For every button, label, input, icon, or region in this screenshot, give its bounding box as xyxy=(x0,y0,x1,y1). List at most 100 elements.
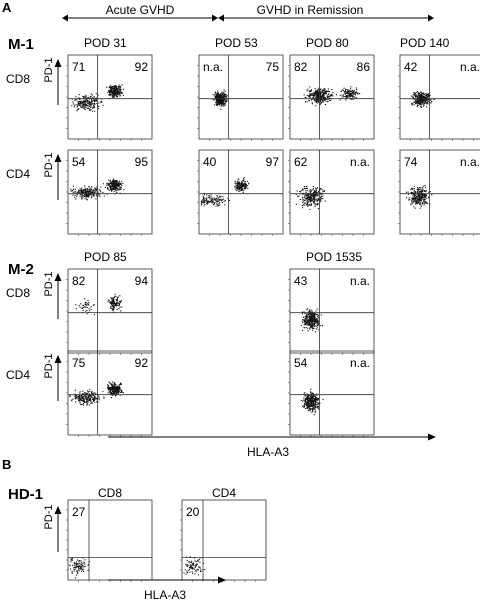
event-dot xyxy=(419,207,421,209)
event-dot xyxy=(80,566,82,568)
event-dot xyxy=(427,102,429,104)
event-dot xyxy=(82,396,84,398)
event-dot xyxy=(116,92,118,94)
event-dot xyxy=(81,564,83,566)
event-dot xyxy=(418,188,420,190)
event-dot xyxy=(93,392,95,394)
event-dot xyxy=(120,188,122,190)
event-dot xyxy=(96,401,98,403)
event-dot xyxy=(104,186,106,188)
event-dot xyxy=(112,386,114,388)
event-dot xyxy=(310,398,312,400)
event-dot xyxy=(426,96,428,98)
event-dot xyxy=(82,399,84,401)
event-dot xyxy=(417,200,419,202)
event-dot xyxy=(109,90,111,92)
event-dot xyxy=(117,387,119,389)
event-dot xyxy=(240,183,242,185)
event-dot xyxy=(112,180,114,182)
event-dot xyxy=(221,105,223,107)
event-dot xyxy=(322,101,324,103)
event-dot xyxy=(410,188,412,190)
event-dot xyxy=(224,101,226,103)
event-dot xyxy=(303,316,305,318)
timeline: Acute GVHD GVHD in Remission xyxy=(62,3,434,22)
event-dot xyxy=(118,387,120,389)
event-dot xyxy=(327,97,329,99)
event-dot xyxy=(111,186,113,188)
event-dot xyxy=(350,96,352,98)
event-dot xyxy=(295,193,297,195)
event-dot xyxy=(114,89,116,91)
event-dot xyxy=(425,202,427,204)
event-dot xyxy=(242,191,244,193)
event-dot xyxy=(317,406,319,408)
event-dot xyxy=(117,87,119,89)
event-dot xyxy=(239,186,241,188)
event-dot xyxy=(310,400,312,402)
event-dot xyxy=(102,104,104,106)
event-dot xyxy=(304,198,306,200)
event-dot xyxy=(80,194,82,196)
quadrant-percent-right: 92 xyxy=(135,60,149,74)
event-dot xyxy=(85,310,87,312)
event-dot xyxy=(109,90,111,92)
flow-plot: 54 n.a. xyxy=(288,350,375,437)
event-dot xyxy=(116,182,118,184)
event-dot xyxy=(420,199,422,201)
event-dot xyxy=(415,95,417,97)
event-dot xyxy=(113,178,115,180)
event-dot xyxy=(94,397,96,399)
event-dot xyxy=(114,303,116,305)
event-dot xyxy=(121,84,123,86)
event-dot xyxy=(113,93,115,95)
event-dot xyxy=(418,102,420,104)
event-dot xyxy=(317,100,319,102)
event-dot xyxy=(307,197,309,199)
event-dot xyxy=(112,180,114,182)
event-dot xyxy=(215,200,217,202)
event-dot xyxy=(204,200,206,202)
event-dot xyxy=(184,569,186,571)
event-dot xyxy=(311,393,313,395)
event-dot xyxy=(92,103,94,105)
event-dot xyxy=(429,95,431,97)
event-dot xyxy=(79,402,81,404)
event-dot xyxy=(313,321,315,323)
event-dot xyxy=(111,92,113,94)
event-dot xyxy=(202,195,204,197)
event-dot xyxy=(315,189,317,191)
event-dot xyxy=(85,397,87,399)
event-dot xyxy=(415,200,417,202)
event-dot xyxy=(309,90,311,92)
event-dot xyxy=(216,95,218,97)
event-dot xyxy=(303,204,305,206)
event-dot xyxy=(98,102,100,104)
event-dot xyxy=(315,97,317,99)
quadrant-percent-left: 27 xyxy=(72,505,86,519)
event-dot xyxy=(113,301,115,303)
event-dot xyxy=(224,200,226,202)
event-dot xyxy=(218,95,220,97)
event-dot xyxy=(240,187,242,189)
event-dot xyxy=(79,99,81,101)
event-dot xyxy=(343,91,345,93)
event-dot xyxy=(419,99,421,101)
event-dot xyxy=(304,96,306,98)
event-dot xyxy=(111,383,113,385)
event-dot xyxy=(86,303,88,305)
event-dot xyxy=(315,318,317,320)
event-dot xyxy=(339,99,341,101)
event-dot xyxy=(115,299,117,301)
event-dot xyxy=(72,194,74,196)
event-dot xyxy=(82,100,84,102)
event-dot xyxy=(215,97,217,99)
event-dot xyxy=(424,199,426,201)
event-dot xyxy=(317,97,319,99)
event-dot xyxy=(114,390,116,392)
event-dot xyxy=(203,202,205,204)
event-dot xyxy=(208,200,210,202)
event-dot xyxy=(417,101,419,103)
event-dot xyxy=(310,403,312,405)
event-dot xyxy=(308,96,310,98)
